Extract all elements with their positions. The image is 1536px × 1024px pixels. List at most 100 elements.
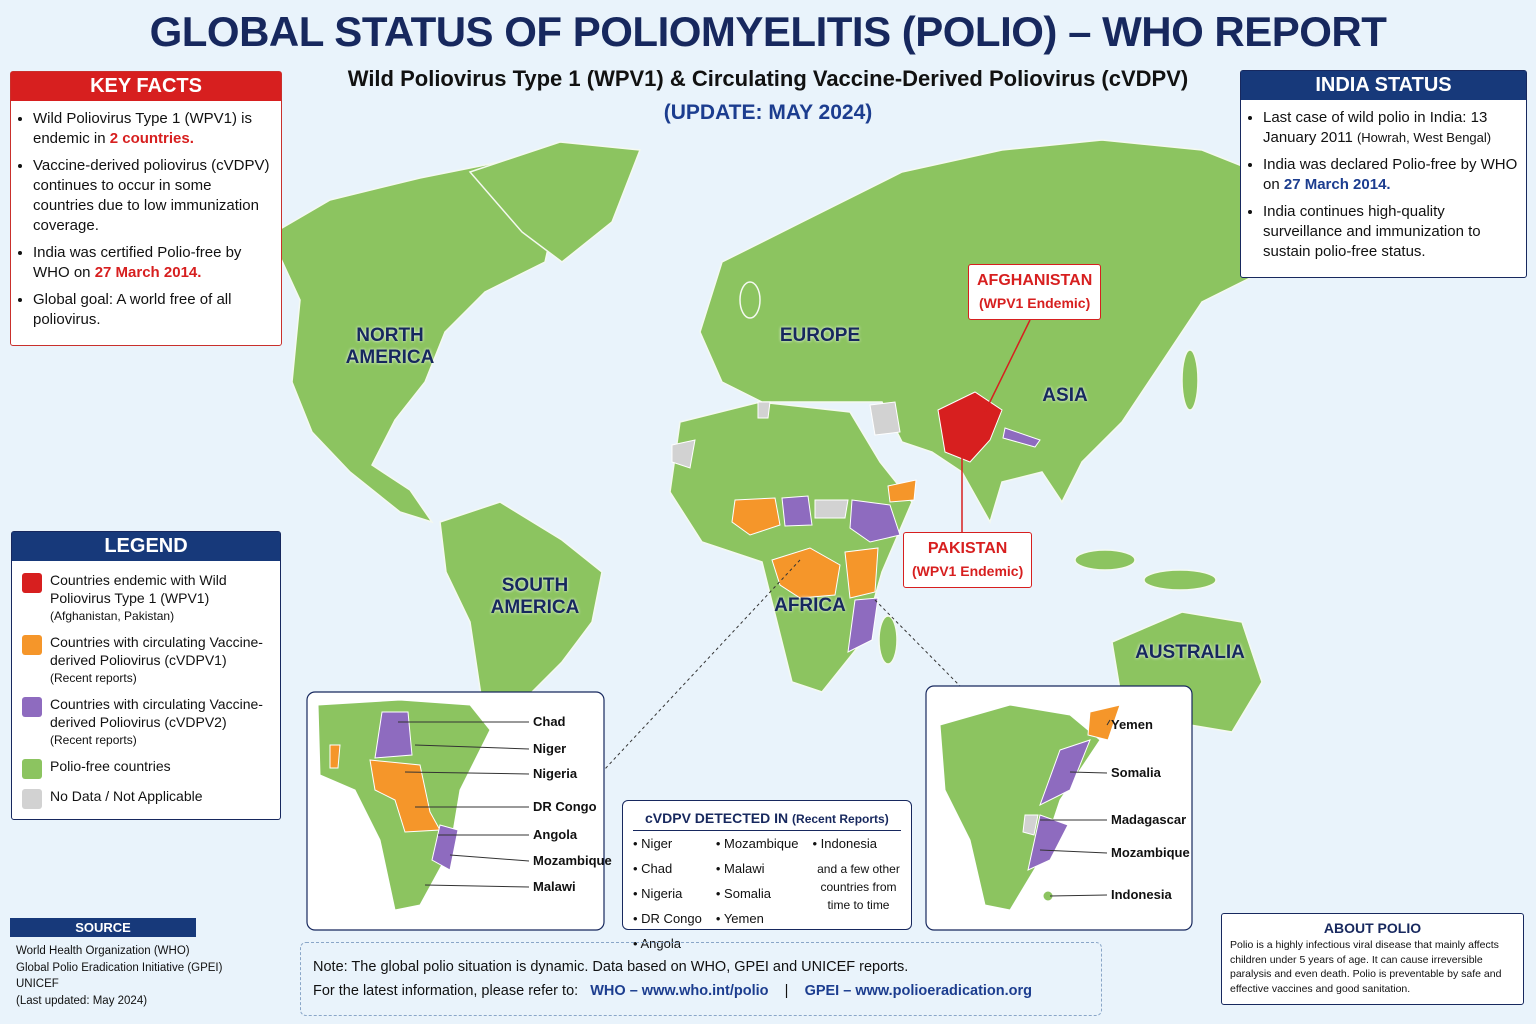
cvdpv-column: • Niger • Chad • Nigeria • DR Congo • Angola [633, 835, 702, 960]
leader-line [449, 854, 530, 862]
source-lines: World Health Organization (WHO) Global Po… [10, 937, 270, 1015]
list-item: India was certified Polio-free by WHO on… [33, 243, 273, 283]
japan [1181, 349, 1199, 411]
inset-west [329, 744, 341, 769]
subtitle: Wild Poliovirus Type 1 (WPV1) & Circulat… [347, 66, 1189, 91]
inset-chad [374, 711, 413, 759]
cvdpv-title: cVDPV DETECTED IN [645, 810, 789, 826]
legend: LEGEND Countries endemic with Wild Polio… [11, 531, 281, 820]
inset-label: Mozambique [533, 853, 612, 868]
item-text: India was declared Polio-free by WHO on [1263, 156, 1518, 193]
islands [1074, 549, 1136, 571]
ethiopia [849, 499, 901, 543]
cvdpv-note: and a few other countries from time to t… [817, 862, 900, 912]
continents [269, 139, 1324, 767]
inset-pointer [603, 559, 801, 771]
inset-mozambique [431, 824, 459, 871]
key-facts-list: Wild Poliovirus Type 1 (WPV1) is endemic… [11, 101, 281, 345]
note-text: Note: The global polio situation is dyna… [313, 959, 909, 975]
legend-row: Countries with circulating Vaccine-deriv… [12, 629, 280, 691]
callout-line [984, 319, 1031, 413]
africa [669, 401, 913, 693]
about-text: Polio is a highly infectious viral disea… [1230, 939, 1502, 995]
no-data [671, 439, 696, 469]
source-line: UNICEF [16, 978, 59, 990]
uk [739, 281, 761, 319]
source-line: (Last updated: May 2024) [16, 994, 148, 1007]
note-box: Note: The global polio situation is dyna… [300, 942, 1102, 1016]
item-text: India continues high-quality surveillanc… [1263, 203, 1481, 260]
legend-label: Polio-free countries [50, 758, 171, 774]
cvdpv-country: Angola [640, 936, 681, 951]
cvdpv-country: Yemen [723, 911, 764, 926]
legend-label: Countries with circulating Vaccine-deriv… [50, 634, 263, 668]
legend-text: No Data / Not Applicable [50, 787, 203, 809]
cvdpv-heading: cVDPV DETECTED IN (Recent Reports) [633, 801, 901, 831]
list-item: India was declared Polio-free by WHO on … [1263, 155, 1518, 195]
cvdpv-country: Nigeria [641, 886, 683, 901]
cvdpv-item: • Indonesia [812, 836, 878, 851]
key-facts: KEY FACTS Wild Poliovirus Type 1 (WPV1) … [10, 71, 282, 346]
leader-line [1106, 719, 1111, 726]
link[interactable]: WHO – www.who.int/polio [590, 983, 769, 999]
title: GLOBAL STATUS OF POLIOMYELITIS (POLIO) –… [149, 8, 1387, 55]
cvdpv-box: cVDPV DETECTED IN (Recent Reports) • Nig… [622, 800, 912, 951]
item-highlight: 2 countries. [109, 130, 194, 147]
legend-swatch [22, 759, 42, 779]
india-status-title: INDIA STATUS [1241, 71, 1526, 100]
cvdpv-column: • Indonesia and a few other countries fro… [812, 835, 904, 960]
region-label: AUSTRALIA [1135, 642, 1245, 663]
inset-label: Nigeria [533, 766, 578, 781]
inset-pointers [603, 559, 961, 771]
madagascar [878, 615, 898, 665]
link[interactable]: GPEI – www.polioeradication.org [804, 983, 1033, 999]
item-highlight: 27 March 2014. [94, 264, 202, 281]
cvdpv-item: • Malawi [715, 861, 765, 876]
inset-label: Angola [533, 827, 578, 842]
callout-name: PAKISTAN [927, 540, 1008, 557]
greenland [468, 141, 642, 263]
callout-status: (WPV1 Endemic) [979, 295, 1091, 311]
inset-label: Malawi [533, 879, 576, 894]
legend-label: Countries endemic with Wild Poliovirus T… [50, 572, 227, 606]
item-text: Last case of wild polio in India: 13 Jan… [1263, 109, 1488, 146]
inset-label: Mozambique [1111, 845, 1190, 860]
legend-note: (Afghanistan, Pakistan) [50, 609, 175, 623]
yemen [887, 479, 917, 503]
region-label: ASIA [1042, 385, 1088, 406]
legend-row: Polio-free countries [12, 753, 280, 783]
leader-line [1069, 771, 1108, 774]
cvdpv-item: • Somalia [715, 886, 772, 901]
cvdpv-country: Chad [641, 861, 673, 876]
about-title: ABOUT POLIO [1323, 920, 1422, 936]
leader-line [414, 744, 530, 750]
cvdpv-item: • Nigeria [633, 886, 683, 901]
item-text: Vaccine-derived poliovirus (cVDPV) conti… [33, 157, 270, 234]
inset-label: DR Congo [533, 799, 597, 814]
separator: | [784, 983, 789, 999]
callout-name: AFGHANISTAN [977, 272, 1093, 289]
legend-note: (Recent reports) [50, 671, 137, 685]
inset-label: Niger [533, 741, 567, 756]
callout: AFGHANISTAN (WPV1 Endemic) [968, 264, 1102, 320]
legend-text: Countries with circulating Vaccine-deriv… [50, 695, 270, 749]
source-title: SOURCE [10, 918, 196, 937]
no-data [757, 401, 771, 419]
inset-pointer [874, 599, 961, 687]
cvdpv-country: Mozambique [724, 836, 799, 851]
legend-title: LEGEND [12, 532, 280, 561]
list-item: Global goal: A world free of all poliovi… [33, 290, 273, 330]
legend-text: Countries endemic with Wild Poliovirus T… [50, 571, 270, 625]
leader-line [424, 884, 530, 888]
mozambique [847, 597, 879, 653]
cvdpv-item: • DR Congo [633, 911, 702, 926]
legend-row: No Data / Not Applicable [12, 783, 280, 813]
callout-lines [961, 319, 1031, 532]
cvdpv-columns: • Niger • Chad • Nigeria • DR Congo • Angola… [623, 831, 911, 960]
note-refer-line: For the latest information, please refer… [301, 975, 1101, 999]
legend-swatch [22, 697, 42, 717]
item-note: (Howrah, West Bengal) [1356, 130, 1492, 145]
callout-status: (WPV1 Endemic) [912, 563, 1024, 579]
